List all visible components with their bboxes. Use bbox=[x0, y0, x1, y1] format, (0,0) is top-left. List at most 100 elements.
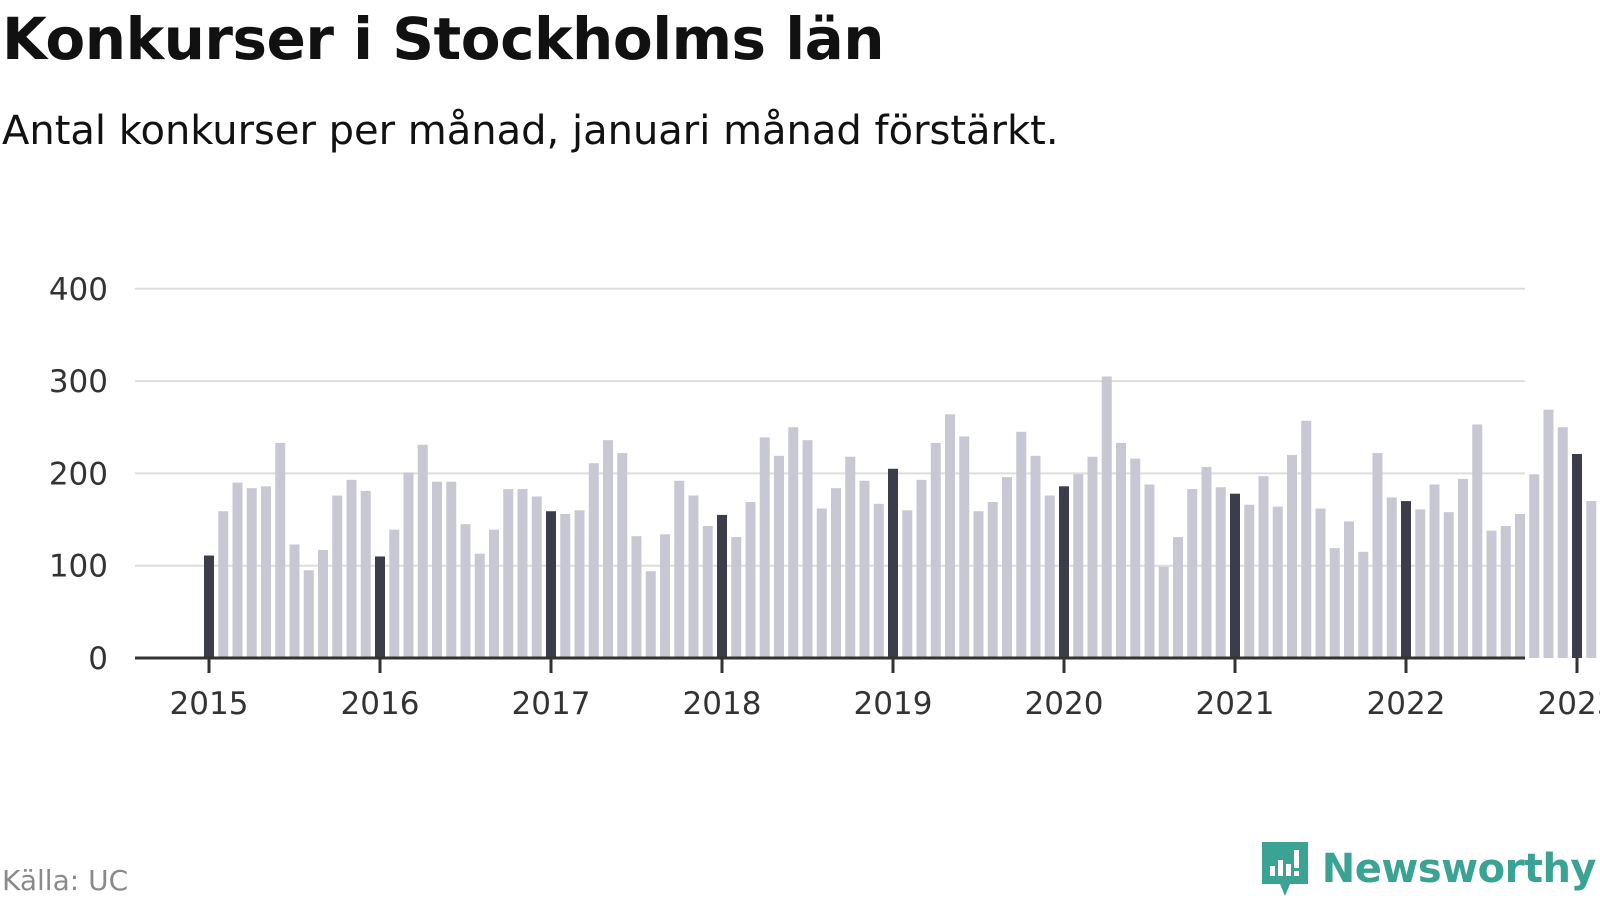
bar bbox=[246, 488, 257, 658]
bar bbox=[973, 511, 984, 658]
bar bbox=[1543, 409, 1554, 658]
bar bbox=[446, 481, 457, 658]
y-tick-label: 0 bbox=[88, 641, 108, 677]
bar bbox=[460, 524, 471, 658]
chart-subtitle: Antal konkurser per månad, januari månad… bbox=[2, 108, 1059, 154]
x-tick-label: 2021 bbox=[1196, 686, 1275, 722]
bar bbox=[702, 525, 713, 658]
y-tick-label: 300 bbox=[49, 364, 108, 400]
bar bbox=[1458, 478, 1468, 658]
bar bbox=[916, 479, 927, 658]
bar bbox=[303, 570, 314, 658]
bar-january bbox=[375, 556, 385, 658]
bar bbox=[289, 544, 300, 658]
bar-january bbox=[1572, 453, 1582, 658]
bar bbox=[1329, 548, 1340, 658]
bar bbox=[1500, 525, 1511, 658]
x-tick-label: 2023 bbox=[1538, 686, 1600, 722]
chart-title: Konkurser i Stockholms län bbox=[2, 5, 885, 73]
bar bbox=[1557, 427, 1568, 658]
bar bbox=[517, 489, 528, 658]
bar bbox=[688, 495, 699, 658]
bar bbox=[674, 480, 685, 658]
bar bbox=[1358, 551, 1369, 658]
bar bbox=[1258, 476, 1269, 658]
x-tick-label: 2020 bbox=[1025, 686, 1104, 722]
bar bbox=[1187, 489, 1198, 658]
bar bbox=[660, 534, 670, 658]
bar-january bbox=[1059, 486, 1069, 658]
bars bbox=[204, 376, 1597, 658]
bar bbox=[489, 529, 499, 658]
bar bbox=[1073, 474, 1084, 658]
bar bbox=[1515, 513, 1525, 658]
bar bbox=[1158, 566, 1169, 658]
bar bbox=[531, 496, 542, 658]
bar bbox=[959, 436, 970, 658]
brand-name: Newsworthy bbox=[1321, 846, 1597, 892]
bar bbox=[1315, 508, 1326, 658]
bar bbox=[232, 482, 243, 658]
bar bbox=[574, 510, 585, 658]
brand: Newsworthy bbox=[1260, 840, 1597, 898]
bar bbox=[360, 490, 371, 658]
bar bbox=[930, 442, 941, 658]
y-tick-label: 200 bbox=[49, 456, 108, 492]
bar bbox=[731, 537, 742, 658]
bar bbox=[1301, 420, 1312, 658]
bar bbox=[859, 480, 870, 658]
bar bbox=[745, 501, 756, 658]
source-note: Källa: UC bbox=[2, 864, 129, 897]
bar bbox=[318, 549, 328, 658]
bar-january bbox=[717, 514, 727, 658]
bar bbox=[816, 508, 827, 658]
newsworthy-logo-icon bbox=[1261, 842, 1308, 896]
bar bbox=[332, 495, 343, 658]
bar bbox=[645, 571, 656, 658]
bar bbox=[759, 437, 770, 658]
bar-chart: 0 100 200 300 400 2015 2016 2017 2018 2019 2020 20… bbox=[49, 272, 1600, 722]
bar bbox=[560, 513, 571, 658]
bar bbox=[417, 444, 428, 658]
bar bbox=[1244, 504, 1255, 658]
bar bbox=[503, 489, 514, 658]
x-tick-label: 2019 bbox=[854, 686, 933, 722]
x-tick-label: 2022 bbox=[1367, 686, 1446, 722]
bar bbox=[403, 472, 414, 658]
bar bbox=[1101, 376, 1112, 658]
bar-january bbox=[204, 555, 214, 658]
x-axis: 2015201620172018201920202021202220232024 bbox=[135, 656, 1600, 722]
bar bbox=[588, 463, 599, 658]
bar-january bbox=[1401, 501, 1411, 658]
bar bbox=[1087, 456, 1098, 658]
bar bbox=[945, 414, 955, 658]
bar bbox=[1344, 521, 1354, 658]
y-tick-label: 400 bbox=[49, 272, 108, 308]
x-tick-label: 2016 bbox=[341, 686, 420, 722]
bar bbox=[1016, 431, 1027, 658]
bar bbox=[603, 440, 613, 658]
bar bbox=[617, 453, 628, 658]
bar bbox=[1386, 497, 1397, 658]
x-tick-label: 2015 bbox=[170, 686, 249, 722]
bar bbox=[1472, 424, 1483, 658]
bar bbox=[1215, 487, 1226, 658]
bar bbox=[845, 456, 856, 658]
bar bbox=[987, 501, 998, 658]
bar bbox=[802, 440, 813, 658]
bar bbox=[1030, 455, 1041, 658]
bar bbox=[788, 427, 799, 658]
bar bbox=[432, 481, 442, 658]
bar bbox=[1529, 474, 1540, 658]
bar bbox=[1201, 466, 1212, 658]
bar-january bbox=[546, 511, 556, 658]
bar bbox=[218, 511, 229, 658]
bar bbox=[275, 442, 286, 658]
bar bbox=[474, 553, 485, 658]
bar bbox=[1173, 537, 1183, 658]
x-tick-label: 2018 bbox=[683, 686, 762, 722]
bar bbox=[631, 536, 642, 658]
bar bbox=[1130, 458, 1141, 658]
bar bbox=[873, 503, 884, 658]
bar bbox=[1415, 509, 1426, 658]
